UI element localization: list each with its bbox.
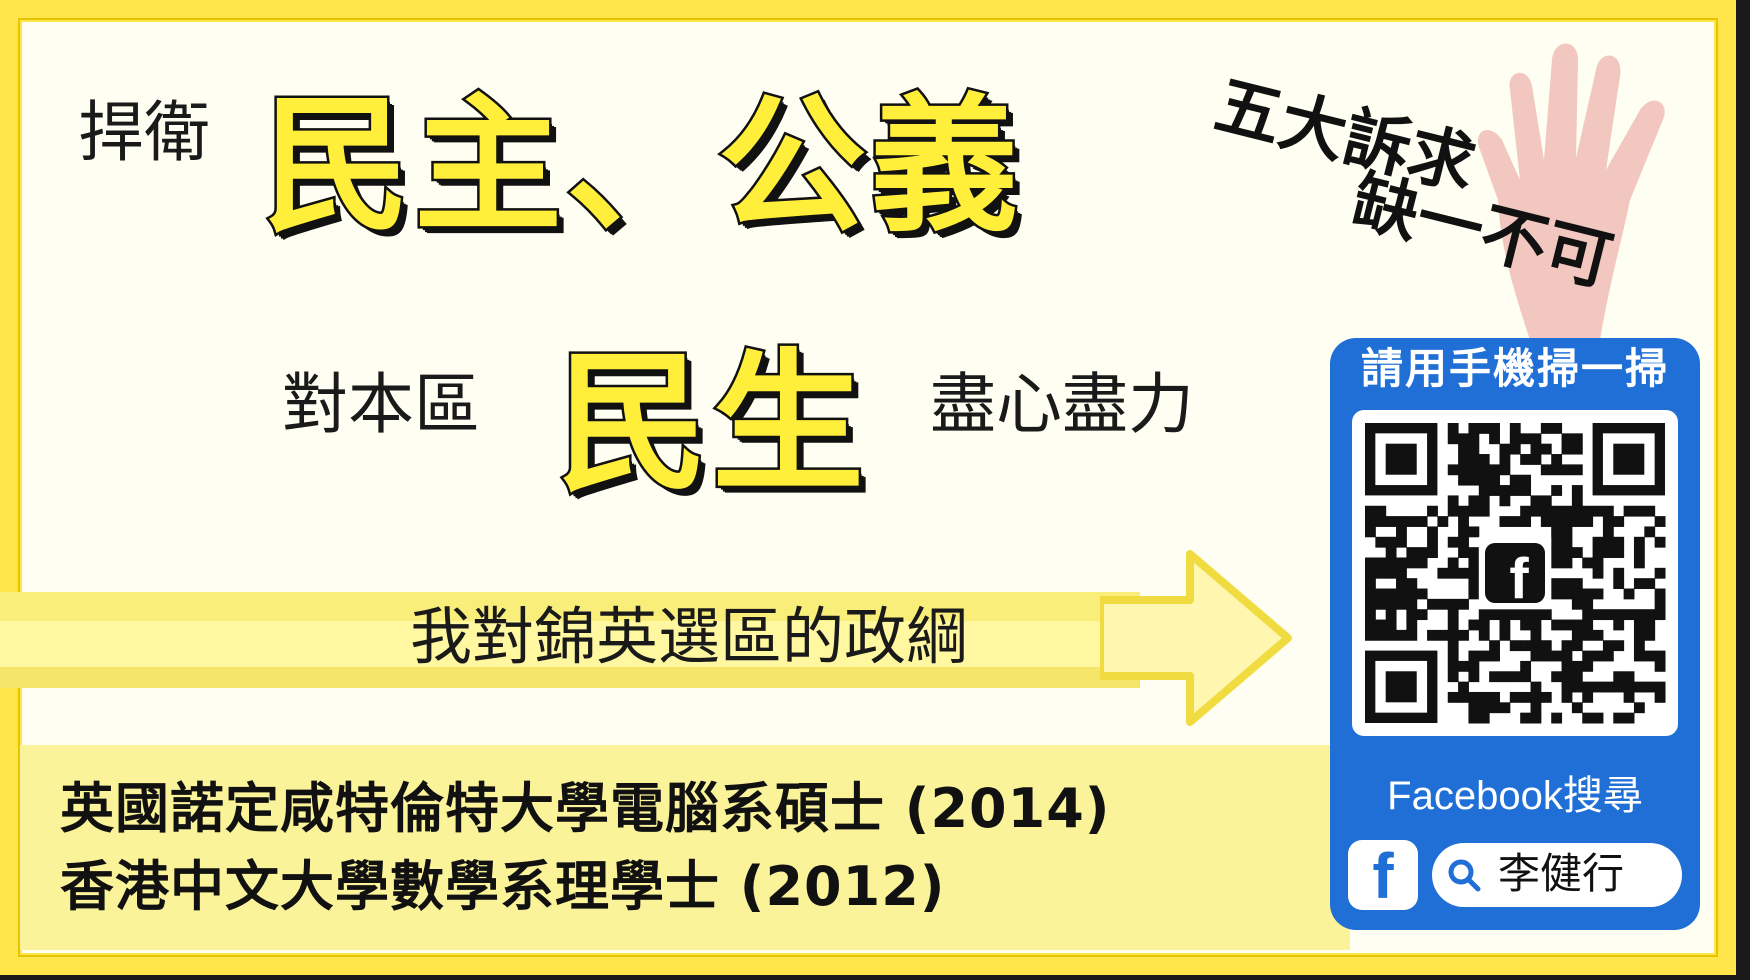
headline-main: 民主、公義 bbox=[260, 80, 1022, 252]
facebook-search-box[interactable]: 李健行 bbox=[1432, 843, 1682, 907]
magnifier-icon bbox=[1448, 859, 1481, 892]
arrow-right-icon bbox=[1100, 550, 1292, 726]
platform-banner-band bbox=[0, 592, 1140, 688]
facebook-search-name: 李健行 bbox=[1498, 849, 1625, 898]
qr-code-icon: f bbox=[1365, 423, 1666, 724]
raised-hand-icon bbox=[1478, 43, 1665, 340]
credentials-strip bbox=[20, 745, 1350, 950]
svg-text:f: f bbox=[1509, 547, 1529, 611]
second-line-suffix: 盡心盡力 bbox=[930, 366, 1194, 443]
qr-code[interactable]: f bbox=[1352, 410, 1678, 736]
platform-banner-text: 我對錦英選區的政綱 bbox=[410, 600, 969, 673]
headline-prefix: 捍衛 bbox=[78, 94, 210, 171]
facebook-icon[interactable]: f bbox=[1348, 840, 1418, 910]
qr-panel: 請用手機掃一掃 f Facebook搜尋 f 李健行 bbox=[1330, 338, 1700, 930]
facebook-glyph: f bbox=[1372, 840, 1394, 912]
facebook-search-label: Facebook搜尋 bbox=[1387, 774, 1643, 818]
second-line-main: 民生 bbox=[554, 335, 868, 512]
qr-title: 請用手機掃一掃 bbox=[1360, 344, 1669, 393]
credential-masters: 英國諾定咸特倫特大學電腦系碩士 (2014) bbox=[60, 777, 1111, 840]
credential-bachelors: 香港中文大學數學系理學士 (2012) bbox=[60, 855, 946, 918]
second-line-prefix: 對本區 bbox=[282, 366, 480, 443]
